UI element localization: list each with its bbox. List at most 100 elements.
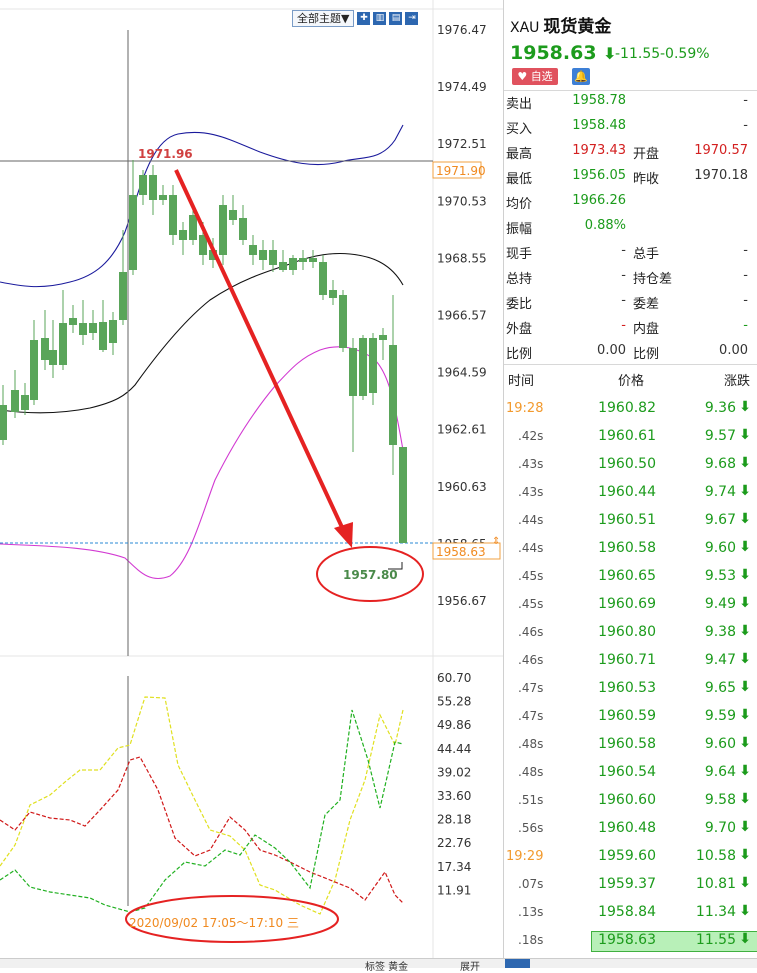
instrument-symbol: XAU — [510, 20, 540, 36]
candle-body — [89, 323, 97, 333]
add-favorite-button[interactable]: ♥ 自选 — [512, 68, 558, 85]
candle-body — [299, 258, 307, 262]
down-arrow-icon: ⬇ — [739, 679, 751, 695]
tick-row[interactable]: .48s 1960.58 9.60 ⬇ — [504, 730, 757, 758]
quote-label: 内盘 — [633, 322, 660, 337]
quote-row: 总持 - 持仓差 - — [504, 264, 757, 289]
annotation-arrow-head — [334, 522, 353, 548]
heart-icon: ♥ — [517, 70, 528, 83]
current-price-tag: 1958.63 — [436, 545, 486, 559]
tick-price: 1960.58 — [598, 540, 656, 556]
tick-row[interactable]: .48s 1960.54 9.64 ⬇ — [504, 758, 757, 786]
chart-canvas[interactable]: 1957.80 1971.96 1976.47 1974.49 1972.51 197… — [0, 0, 503, 967]
indicator-axis-tick: 55.28 — [437, 695, 471, 709]
tick-row[interactable]: .42s 1960.61 9.57 ⬇ — [504, 422, 757, 450]
high-price-label: 1971.96 — [138, 147, 193, 161]
candle-body — [249, 245, 257, 255]
tick-row[interactable]: .43s 1960.50 9.68 ⬇ — [504, 450, 757, 478]
candle-body — [119, 272, 127, 320]
quote-row: 委比 - 委差 - — [504, 289, 757, 314]
price-alert-button[interactable]: 🔔 — [572, 68, 590, 85]
price-axis-tick: 1956.67 — [437, 594, 487, 608]
tick-row[interactable]: .45s 1960.65 9.53 ⬇ — [504, 562, 757, 590]
price-axis-tick: 1962.61 — [437, 423, 487, 437]
tick-row[interactable]: .13s 1958.84 11.34 ⬇ — [504, 898, 757, 926]
grip-icon[interactable] — [505, 959, 530, 968]
quote-row: 现手 - 总手 - — [504, 239, 757, 264]
candle-body — [189, 215, 197, 240]
tick-row[interactable]: .44s 1960.51 9.67 ⬇ — [504, 506, 757, 534]
candlestick-chart-panel[interactable]: 1957.80 1971.96 1976.47 1974.49 1972.51 197… — [0, 0, 503, 967]
quote-value: 1956.05 — [572, 168, 626, 183]
tick-change: 9.67 — [704, 512, 736, 528]
tick-price: 1959.37 — [598, 876, 656, 892]
quote-label: 最低 — [506, 172, 533, 187]
tick-row[interactable]: .44s 1960.58 9.60 ⬇ — [504, 534, 757, 562]
price-axis-tick: 1960.63 — [437, 480, 487, 494]
down-arrow-icon: ⬇ — [739, 427, 751, 443]
down-arrow-icon: ⬇ — [739, 735, 751, 751]
tick-row[interactable]: .46s 1960.80 9.38 ⬇ — [504, 618, 757, 646]
tick-time: .51s — [518, 793, 544, 807]
candle-body — [389, 345, 397, 445]
tick-price: 1960.58 — [598, 736, 656, 752]
down-arrow-icon: ⬇ — [739, 399, 751, 415]
quote-value: 0.00 — [597, 343, 626, 358]
tick-row[interactable]: .45s 1960.69 9.49 ⬇ — [504, 590, 757, 618]
candle-body — [109, 320, 117, 343]
candle-body — [69, 318, 77, 325]
price-axis-tick: 1966.57 — [437, 309, 487, 323]
tick-row[interactable]: .18s 1958.63 11.55 ⬇ — [504, 926, 757, 954]
indicator-k-line — [0, 696, 404, 915]
quote-label: 均价 — [506, 197, 533, 212]
tick-row[interactable]: .07s 1959.37 10.81 ⬇ — [504, 870, 757, 898]
candle-body — [319, 262, 327, 295]
tick-time: .46s — [518, 653, 544, 667]
tick-change: 9.65 — [704, 680, 736, 696]
expand-button[interactable]: 展开 — [460, 962, 480, 973]
theme-dropdown[interactable]: 全部主题▼ — [292, 9, 355, 27]
tick-row[interactable]: .47s 1960.53 9.65 ⬇ — [504, 674, 757, 702]
add-icon[interactable]: ✚ — [357, 11, 371, 25]
quote-label: 总手 — [633, 247, 660, 262]
candle-body — [49, 350, 57, 365]
tick-time: .43s — [518, 485, 544, 499]
tick-price: 1960.80 — [598, 624, 656, 640]
indicator-axis-tick: 39.02 — [437, 765, 471, 779]
compare-icon[interactable]: ▥ — [373, 11, 387, 25]
tick-row[interactable]: 19:29 1959.60 10.58 ⬇ — [504, 842, 757, 870]
upper-band-line — [0, 124, 404, 288]
tick-price: 1960.71 — [598, 652, 656, 668]
low-price-label: 1957.80 — [343, 568, 398, 582]
candle-body — [179, 230, 187, 240]
down-arrow-icon: ⬇ — [603, 44, 617, 63]
time-ellipse — [125, 895, 339, 943]
tick-row[interactable]: .46s 1960.71 9.47 ⬇ — [504, 646, 757, 674]
quote-label: 持仓差 — [633, 272, 673, 287]
middle-band-line — [0, 252, 404, 414]
tick-time: .47s — [518, 681, 544, 695]
quote-value: - — [743, 93, 748, 108]
indicator-axis: 60.70 55.28 49.86 44.44 39.02 33.60 28.18 22.76… — [437, 671, 471, 897]
tick-row[interactable]: .43s 1960.44 9.74 ⬇ — [504, 478, 757, 506]
quote-label: 比例 — [633, 347, 660, 362]
candle-body — [129, 195, 137, 270]
price-axis-tick: 1972.51 — [437, 137, 487, 151]
tick-time: .56s — [518, 821, 544, 835]
price-axis-tick: 1976.47 — [437, 23, 487, 37]
layout-icon[interactable]: ▤ — [389, 11, 403, 25]
candle-body — [21, 395, 29, 410]
candle-body — [339, 295, 347, 348]
tick-row[interactable]: .56s 1960.48 9.70 ⬇ — [504, 814, 757, 842]
tick-row[interactable]: 19:28 1960.82 9.36 ⬇ — [504, 394, 757, 422]
candle-body — [99, 322, 107, 350]
candle-body — [259, 250, 267, 260]
tick-row[interactable]: .51s 1960.60 9.58 ⬇ — [504, 786, 757, 814]
price-axis-tick: 1968.55 — [437, 251, 487, 265]
export-icon[interactable]: ⇥ — [405, 11, 419, 25]
quote-label: 卖出 — [506, 97, 533, 112]
indicator-axis-tick: 17.34 — [437, 860, 471, 874]
quote-label: 振幅 — [506, 222, 533, 237]
tick-row[interactable]: .47s 1960.59 9.59 ⬇ — [504, 702, 757, 730]
tick-change: 9.74 — [704, 484, 736, 500]
